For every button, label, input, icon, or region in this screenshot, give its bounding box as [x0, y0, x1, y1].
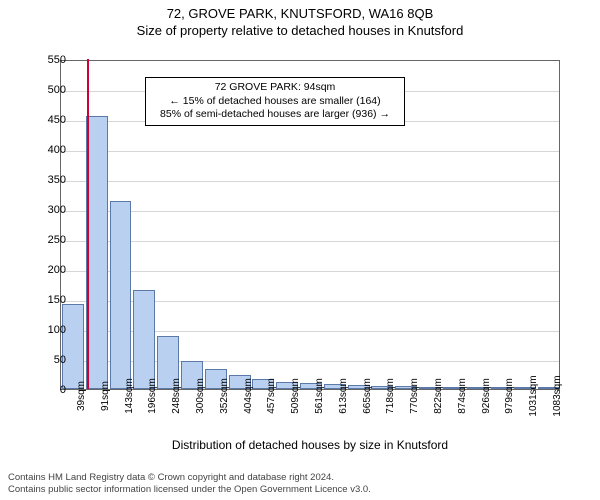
gridline	[61, 181, 559, 182]
x-tick-label: 561sqm	[314, 378, 325, 414]
x-tick-label: 404sqm	[243, 378, 254, 414]
x-tick-label: 926sqm	[481, 378, 492, 414]
y-tick-label: 300	[36, 204, 66, 216]
gridline	[61, 211, 559, 212]
x-tick-label: 1083sqm	[552, 375, 563, 416]
x-tick-label: 248sqm	[171, 378, 182, 414]
footer: Contains HM Land Registry data © Crown c…	[8, 472, 371, 496]
y-tick-label: 450	[36, 114, 66, 126]
y-tick-label: 350	[36, 174, 66, 186]
page-subtitle: Size of property relative to detached ho…	[0, 23, 600, 38]
histogram-bar	[133, 290, 155, 389]
y-tick-label: 250	[36, 234, 66, 246]
x-tick-label: 665sqm	[362, 378, 373, 414]
y-tick-label: 500	[36, 84, 66, 96]
annotation-box: 72 GROVE PARK: 94sqm← 15% of detached ho…	[145, 77, 405, 126]
x-tick-label: 91sqm	[100, 381, 111, 411]
x-tick-label: 822sqm	[433, 378, 444, 414]
y-tick-label: 150	[36, 294, 66, 306]
annotation-line: ← 15% of detached houses are smaller (16…	[152, 95, 398, 109]
x-tick-label: 979sqm	[504, 378, 515, 414]
footer-line-1: Contains HM Land Registry data © Crown c…	[8, 472, 371, 484]
y-tick-label: 0	[36, 384, 66, 396]
y-tick-label: 200	[36, 264, 66, 276]
histogram-bar	[110, 201, 132, 389]
x-tick-label: 300sqm	[195, 378, 206, 414]
histogram-bar	[62, 304, 84, 389]
y-tick-label: 50	[36, 354, 66, 366]
y-tick-label: 400	[36, 144, 66, 156]
x-tick-label: 352sqm	[219, 378, 230, 414]
x-tick-label: 874sqm	[457, 378, 468, 414]
x-tick-label: 770sqm	[409, 378, 420, 414]
annotation-line: 72 GROVE PARK: 94sqm	[152, 81, 398, 95]
gridline	[61, 151, 559, 152]
x-tick-label: 1031sqm	[528, 375, 539, 416]
x-tick-label: 143sqm	[124, 378, 135, 414]
chart-container: Number of detached properties 72 GROVE P…	[50, 50, 570, 430]
annotation-line: 85% of semi-detached houses are larger (…	[152, 108, 398, 122]
y-tick-label: 100	[36, 324, 66, 336]
x-tick-label: 718sqm	[385, 378, 396, 414]
plot-area: 72 GROVE PARK: 94sqm← 15% of detached ho…	[60, 60, 560, 390]
x-tick-label: 196sqm	[147, 378, 158, 414]
footer-line-2: Contains public sector information licen…	[8, 484, 371, 496]
y-tick-label: 550	[36, 54, 66, 66]
property-marker-line	[87, 59, 89, 389]
gridline	[61, 271, 559, 272]
x-tick-label: 613sqm	[338, 378, 349, 414]
page-address: 72, GROVE PARK, KNUTSFORD, WA16 8QB	[0, 6, 600, 21]
gridline	[61, 241, 559, 242]
x-tick-label: 457sqm	[266, 378, 277, 414]
x-tick-label: 509sqm	[290, 378, 301, 414]
x-tick-label: 39sqm	[76, 381, 87, 411]
